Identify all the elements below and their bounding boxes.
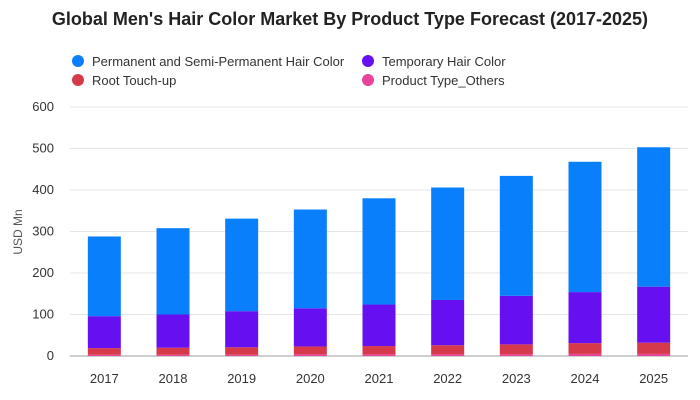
bar-2020-series-0 — [293, 354, 327, 356]
legend-label-permanent: Permanent and Semi-Permanent Hair Color — [92, 53, 345, 69]
bar-2022-series-0 — [431, 354, 465, 356]
y-tick-label-500: 500 — [32, 141, 54, 156]
bar-2025-series-0 — [637, 353, 671, 356]
bar-2021-series-3 — [362, 198, 396, 305]
legend-label-others: Product Type_Others — [382, 72, 505, 88]
x-tick-label-2022: 2022 — [433, 371, 462, 386]
bar-2023-series-1 — [499, 344, 533, 355]
bar-2023-series-2 — [499, 295, 533, 345]
y-tick-label-400: 400 — [32, 182, 54, 197]
x-tick-label-2023: 2023 — [502, 371, 531, 386]
bar-2023-series-3 — [499, 175, 533, 296]
bar-2019-series-3 — [225, 218, 259, 312]
legend-item-others[interactable]: Product Type_Others — [362, 71, 505, 89]
bar-2020-series-1 — [293, 346, 327, 355]
x-tick-label-2024: 2024 — [571, 371, 600, 386]
bar-2018-series-1 — [156, 347, 190, 355]
bar-2021-series-0 — [362, 354, 396, 356]
y-tick-label-600: 600 — [32, 99, 54, 114]
bar-2019-series-1 — [225, 347, 259, 355]
x-tick-label-2025: 2025 — [639, 371, 668, 386]
bar-2020-series-2 — [293, 308, 327, 347]
bar-2017-series-1 — [87, 348, 121, 355]
bar-2022-series-1 — [431, 345, 465, 355]
bar-2017-series-2 — [87, 316, 121, 349]
bars-layer — [87, 147, 671, 356]
bar-2024-series-1 — [568, 343, 602, 354]
bar-2024-series-0 — [568, 353, 602, 356]
chart-title: Global Men's Hair Color Market By Produc… — [51, 9, 649, 29]
bar-2025-series-2 — [637, 286, 671, 343]
bar-2017-series-3 — [87, 236, 121, 317]
legend-swatch-permanent — [72, 55, 84, 67]
y-tick-label-300: 300 — [32, 224, 54, 239]
legend-label-root-touch-up: Root Touch-up — [92, 72, 177, 88]
legend-label-temporary: Temporary Hair Color — [382, 53, 506, 69]
bar-2018-series-0 — [156, 354, 190, 356]
y-tick-label-100: 100 — [32, 307, 54, 322]
bar-2019-series-0 — [225, 354, 259, 356]
x-tick-label-2017: 2017 — [90, 371, 119, 386]
y-axis-label: USD Mn — [11, 209, 25, 254]
bar-2023-series-0 — [499, 354, 533, 356]
axis-layer: 0 100 200 300 400 500 600 2017 2018 2019 2020 2021 2… — [32, 99, 668, 386]
legend-item-root-touch-up[interactable]: Root Touch-up — [72, 71, 176, 89]
legend-swatch-temporary — [362, 55, 374, 67]
bar-2025-series-3 — [637, 147, 671, 287]
bar-2020-series-3 — [293, 209, 327, 309]
x-tick-label-2018: 2018 — [159, 371, 188, 386]
bar-2024-series-2 — [568, 292, 602, 344]
legend-item-permanent[interactable]: Permanent and Semi-Permanent Hair Color — [72, 52, 344, 70]
bar-2025-series-1 — [637, 342, 671, 354]
bar-2017-series-0 — [87, 354, 121, 356]
bar-2018-series-2 — [156, 314, 190, 348]
legend-swatch-others — [362, 74, 374, 86]
y-tick-label-0: 0 — [47, 348, 54, 363]
y-tick-label-200: 200 — [32, 265, 54, 280]
legend-item-temporary[interactable]: Temporary Hair Color — [362, 52, 506, 70]
bar-2021-series-1 — [362, 346, 396, 355]
bar-2024-series-3 — [568, 161, 602, 293]
bar-2018-series-3 — [156, 228, 190, 315]
bar-2021-series-2 — [362, 304, 396, 347]
x-tick-label-2020: 2020 — [296, 371, 325, 386]
chart-legend: Permanent and Semi-Permanent Hair Color … — [72, 52, 672, 94]
bar-2019-series-2 — [225, 311, 259, 348]
x-tick-label-2019: 2019 — [227, 371, 256, 386]
legend-swatch-root-touch-up — [72, 74, 84, 86]
bar-2022-series-2 — [431, 299, 465, 346]
x-tick-label-2021: 2021 — [365, 371, 394, 386]
bar-2022-series-3 — [431, 187, 465, 300]
